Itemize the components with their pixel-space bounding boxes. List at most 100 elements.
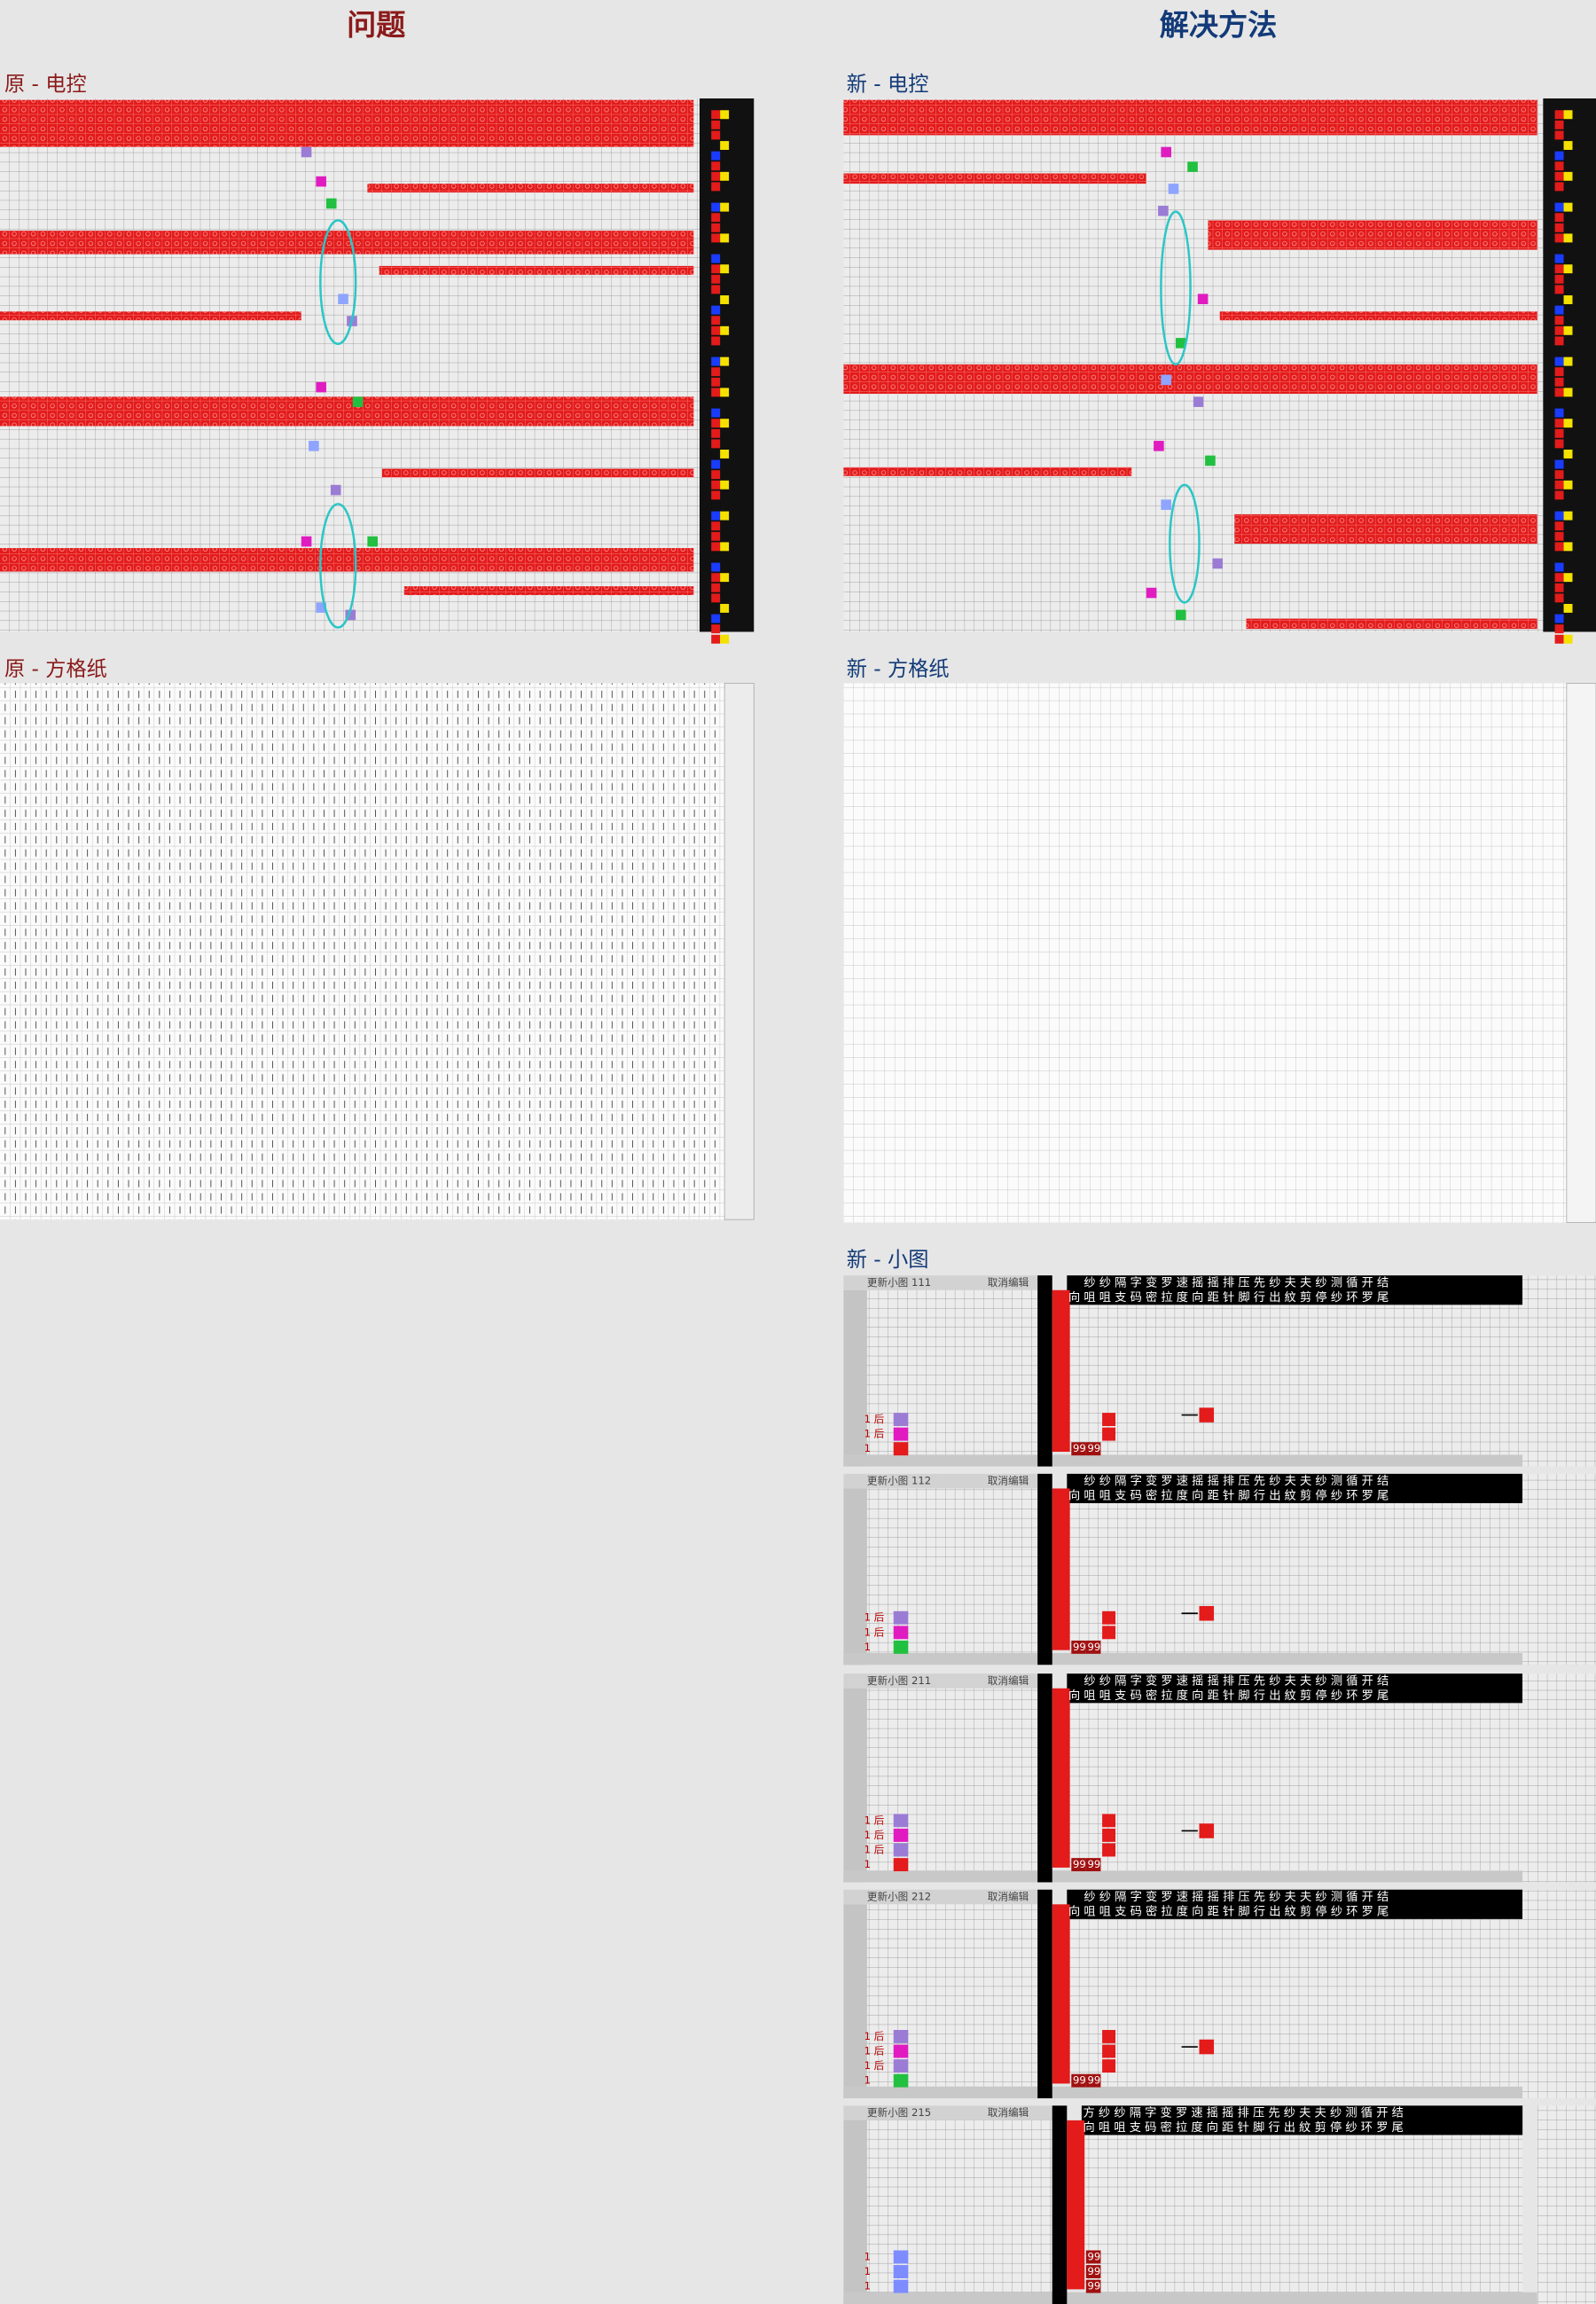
row-label: 1 后 (864, 1829, 885, 1841)
status-cell (711, 542, 721, 552)
thumb-bottom (843, 1454, 1596, 1467)
header-cell: 向 (1192, 1905, 1203, 1919)
status-cell (1563, 295, 1573, 304)
header-cell: 排 (1223, 1275, 1234, 1289)
status-cell (1554, 274, 1564, 284)
status-cell (720, 202, 730, 212)
header-cell: 纱 (1331, 1490, 1342, 1503)
status-cell (1554, 182, 1564, 192)
status-cell (711, 398, 721, 407)
header-cell: 咀 (1084, 1689, 1095, 1703)
right-grid (1522, 1889, 1596, 2099)
header-cell: 度 (1191, 2120, 1202, 2135)
row-label: 1 后 (864, 1844, 885, 1856)
header-cell: 针 (1223, 1489, 1234, 1503)
status-cell (711, 408, 721, 418)
header-cell: 咀 (1084, 1291, 1095, 1305)
header-cell: 压 (1238, 1891, 1249, 1904)
right-grid (1522, 1673, 1596, 1883)
count: 99 (1088, 2265, 1101, 2277)
header-cell: 摇 (1208, 1275, 1219, 1289)
button: 取消编辑 (988, 1891, 1029, 1903)
status-cell (1554, 634, 1564, 644)
status-cell (711, 552, 721, 561)
header-cell: 罗 (1176, 2107, 1187, 2120)
status-cell (1563, 202, 1573, 212)
header-cell: 结 (1392, 2106, 1404, 2120)
status-cell (711, 316, 721, 325)
header-cell: 先 (1254, 1275, 1265, 1289)
cell-marker (316, 176, 326, 187)
header-cell: 针 (1223, 1905, 1234, 1919)
status-cell (720, 325, 730, 335)
status-cell (720, 141, 730, 151)
header-cell: 开 (1362, 1475, 1373, 1488)
button: 更新小图 211 (867, 1674, 931, 1687)
grid-paper (0, 683, 725, 1220)
cell-marker (316, 602, 326, 613)
header (1081, 2105, 1523, 2136)
header-cell: 咀 (1099, 2121, 1110, 2135)
thumb-bottom (843, 2292, 1596, 2304)
status-cell (1554, 583, 1564, 592)
header-cell: 码 (1130, 1490, 1142, 1503)
header-cell: 密 (1146, 1904, 1157, 1919)
header-cell: 压 (1253, 2107, 1264, 2120)
thumb-bottom (843, 1870, 1596, 1883)
header-cell: 密 (1146, 1289, 1157, 1305)
black-strip (1037, 1889, 1052, 2099)
status-cell (1554, 357, 1564, 366)
header-cell: 结 (1377, 1474, 1389, 1488)
red-band (843, 173, 1146, 184)
status-cell (1554, 593, 1564, 603)
row-label: 1 (864, 1858, 871, 1870)
header-cell: 测 (1331, 1673, 1342, 1688)
header-cell: 纱 (1284, 2107, 1295, 2120)
count-cell (1085, 2073, 1101, 2088)
cell-marker (1102, 2029, 1116, 2043)
status-cell (711, 634, 721, 644)
header (1067, 1473, 1523, 1503)
header-cell: 咀 (1099, 1906, 1111, 1919)
header-cell: 码 (1130, 1906, 1142, 1919)
cell-marker (1199, 1605, 1215, 1621)
status-cell (1563, 603, 1573, 613)
status-cell (720, 542, 730, 552)
status-cell (1554, 459, 1564, 469)
status-cell (720, 110, 730, 120)
header-cell: 咀 (1099, 1689, 1111, 1703)
header-cell: 停 (1315, 1488, 1326, 1503)
status-cell (711, 285, 721, 294)
header-cell: 向 (1068, 1290, 1080, 1305)
header-cell: 摇 (1222, 2106, 1233, 2120)
status-cell (1554, 603, 1564, 613)
header-cell: 尾 (1377, 1689, 1389, 1703)
cell-marker (1161, 499, 1171, 510)
cell-marker (1154, 441, 1164, 451)
header-cell: 行 (1254, 1905, 1265, 1919)
title: 解决方法 (1160, 7, 1278, 42)
status-cell (711, 264, 721, 274)
status-cell (1554, 624, 1564, 634)
cell-marker (1175, 338, 1186, 349)
status-cell (711, 325, 721, 335)
header-cell: 拉 (1176, 2120, 1187, 2135)
cell-marker (330, 484, 341, 496)
header-cell: 咀 (1084, 1490, 1095, 1503)
status-cell (1554, 223, 1564, 232)
header-cell: 变 (1161, 2106, 1172, 2120)
header-cell: 压 (1238, 1276, 1249, 1289)
thumb-bar (843, 1275, 1038, 1290)
status-cell (1554, 398, 1564, 407)
header-cell: 隔 (1115, 1275, 1126, 1289)
header-cell: 测 (1345, 2106, 1357, 2120)
header-cell: 行 (1254, 1290, 1265, 1305)
highlight (319, 503, 357, 629)
status-cell (711, 521, 721, 531)
cell-marker (316, 381, 326, 393)
header-cell: 支 (1115, 1290, 1126, 1305)
row-swatch (893, 2059, 909, 2073)
cell-marker (1102, 1814, 1116, 1828)
header-cell: 循 (1346, 1890, 1357, 1904)
status-cell (711, 182, 721, 192)
